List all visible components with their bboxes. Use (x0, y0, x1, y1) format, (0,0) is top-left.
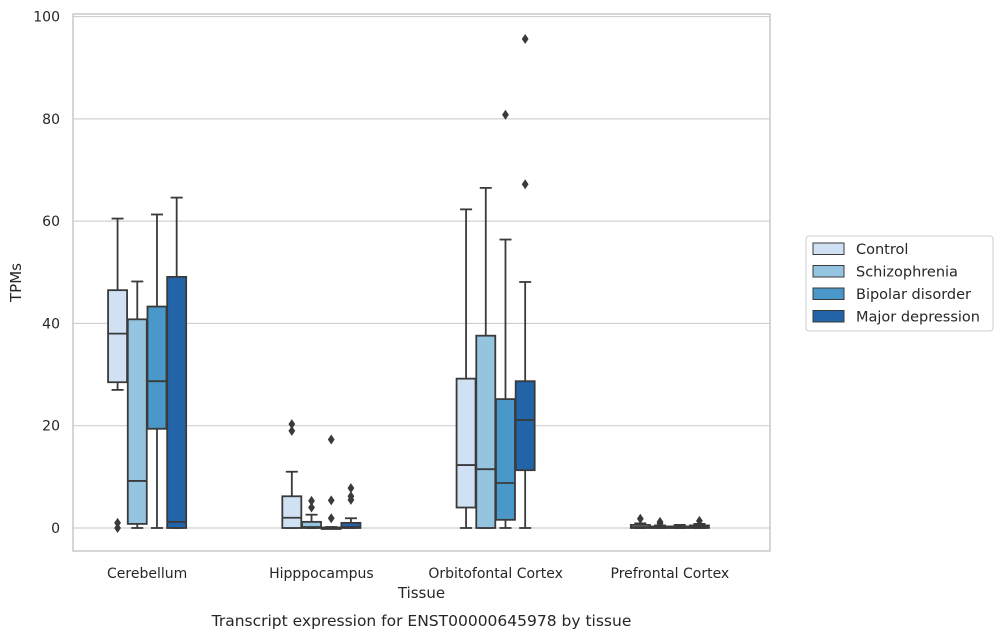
y-tick-label-20: 20 (42, 419, 60, 435)
box-1-1 (301, 495, 322, 529)
y-tick-label-0: 0 (51, 521, 60, 537)
box-1-0 (126, 280, 148, 529)
box-iqr (455, 377, 477, 509)
outlier-point (327, 434, 335, 445)
x-axis-label: Tissue (397, 584, 445, 602)
box-0-3 (629, 513, 651, 529)
boxes (107, 34, 710, 533)
box-iqr (475, 334, 497, 529)
legend-swatch-3 (812, 310, 845, 323)
box-3-3 (689, 515, 710, 529)
y-tick-label-60: 60 (42, 214, 60, 230)
outlier-point (347, 491, 355, 502)
outlier-point (114, 522, 121, 533)
box-iqr (301, 520, 322, 529)
legend-label-2: Bipolar disorder (856, 287, 971, 303)
legend-frame (805, 235, 994, 332)
outlier-point (656, 518, 664, 529)
box-iqr (495, 398, 516, 521)
y-tick-label-80: 80 (42, 112, 60, 128)
x-tick-label-cerebellum: Cerebellum (107, 566, 187, 582)
y-axis-ticks: 0 20 40 60 80 100 (33, 10, 60, 537)
y-tick-label-100: 100 (33, 10, 60, 26)
box-iqr (126, 318, 148, 525)
outlier-point (696, 515, 703, 526)
box-1-3 (649, 516, 671, 529)
outlier-point (288, 425, 296, 436)
box-iqr (514, 380, 536, 472)
box-3-0 (166, 196, 188, 529)
outlier-point (502, 109, 509, 120)
box-iqr (281, 495, 303, 529)
box-iqr (146, 305, 168, 430)
outlier-point (521, 179, 529, 190)
legend-label-1: Schizophrenia (856, 265, 958, 281)
outlier-point (327, 495, 335, 506)
legend-label-3: Major depression (856, 310, 980, 326)
x-tick-label-hipppocampus: Hipppocampus (269, 566, 374, 582)
box-1-2 (475, 186, 497, 529)
box-iqr (107, 289, 128, 384)
x-tick-label-prefrontal-cortex: Prefrontal Cortex (611, 566, 730, 582)
outlier-point (347, 483, 355, 494)
x-axis-ticks: Cerebellum Hipppocampus Orbitofontal Corte… (107, 566, 729, 582)
outlier-point (327, 513, 335, 524)
outlier-point (521, 34, 529, 45)
box-iqr (340, 521, 362, 529)
legend-items: Control Schizophrenia Bipolar disorder Majo… (812, 242, 980, 326)
legend: Control Schizophrenia Bipolar disorder Majo… (805, 235, 994, 332)
outlier-point (308, 495, 315, 506)
box-0-2 (455, 208, 477, 529)
x-tick-label-orbitofontal-cortex: Orbitofontal Cortex (428, 566, 563, 582)
box-3-1 (340, 483, 362, 529)
figure-caption: Transcript expression for ENST0000064597… (211, 612, 632, 630)
box-2-3 (669, 524, 691, 529)
legend-label-0: Control (856, 242, 908, 258)
outlier-point (308, 502, 315, 513)
box-0-1 (281, 419, 303, 529)
box-0-0 (107, 217, 128, 533)
box-2-1 (320, 434, 342, 530)
outlier-point (636, 513, 644, 524)
legend-swatch-2 (812, 287, 845, 300)
box-3-2 (514, 34, 536, 529)
box-2-2 (495, 109, 516, 529)
legend-swatch-0 (812, 242, 845, 255)
y-tick-label-40: 40 (42, 316, 60, 332)
box-iqr (166, 275, 188, 529)
box-2-0 (146, 213, 168, 529)
y-axis-label: TPMs (7, 263, 25, 303)
outlier-point (288, 419, 296, 430)
legend-swatch-1 (812, 265, 845, 278)
outlier-point (114, 517, 121, 528)
plot-area-frame (72, 13, 771, 552)
